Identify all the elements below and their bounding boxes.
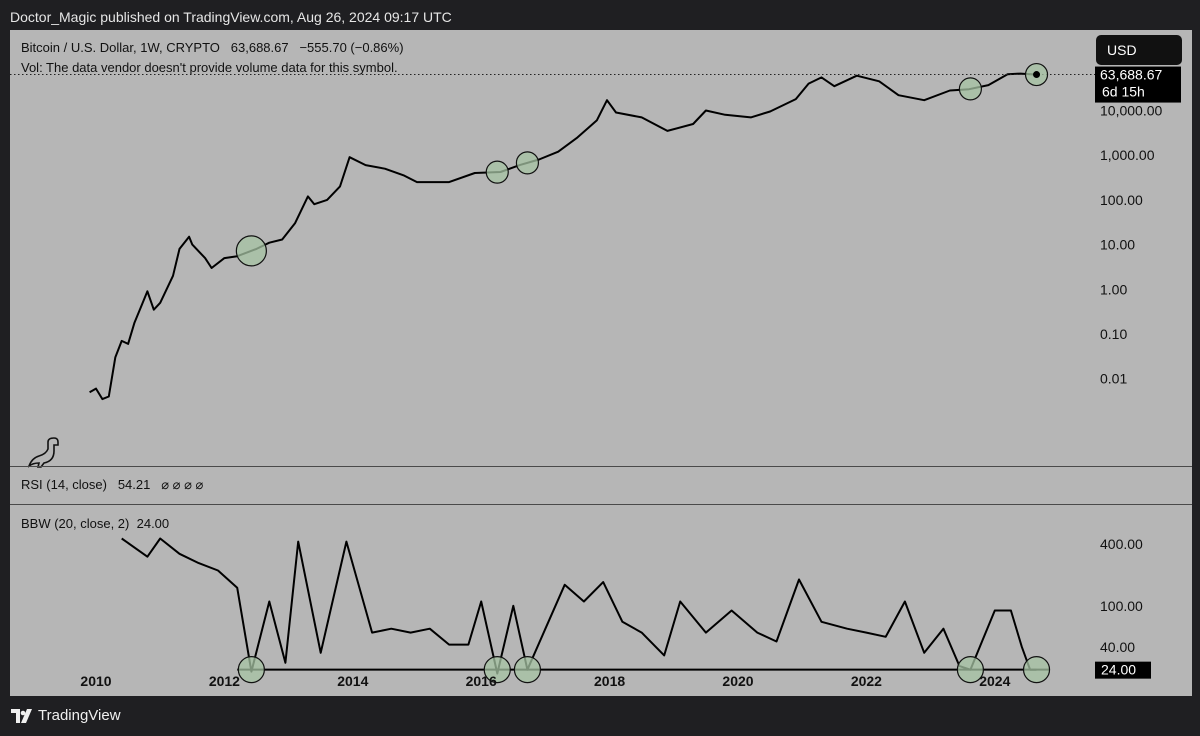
price-axis-label: 100.00	[1100, 192, 1143, 208]
rsi-placeholders: ⌀ ⌀ ⌀ ⌀	[161, 477, 204, 492]
rsi-value: 54.21	[117, 477, 151, 492]
dino-icon	[28, 437, 59, 468]
time-axis-label: 2018	[594, 673, 625, 689]
price-pane	[10, 62, 1095, 401]
price-highlight-circle	[485, 160, 509, 184]
price-highlight-circle	[958, 77, 983, 101]
bbw-series-line	[121, 537, 1037, 675]
pane-divider-bbw[interactable]	[10, 504, 1192, 505]
bbw-highlight-circle	[483, 656, 511, 684]
rsi-legend: RSI (14, close) 54.21 ⌀ ⌀ ⌀ ⌀	[21, 477, 203, 493]
volume-note: Vol: The data vendor doesn't provide vol…	[21, 60, 398, 75]
rsi-label: RSI (14, close)	[21, 477, 107, 492]
price-axis-label: 1.00	[1100, 281, 1127, 297]
bbw-highlight-circle	[956, 656, 985, 684]
bbw-tag-box	[1095, 661, 1151, 679]
price-highlight-circle	[235, 235, 267, 267]
price-axis-label: 0.01	[1100, 371, 1127, 387]
currency-button[interactable]: USD	[1096, 35, 1182, 65]
footer-brand[interactable]: TradingView	[11, 707, 121, 724]
bbw-highlight-circle	[237, 656, 265, 684]
price-tag-box	[1095, 66, 1181, 103]
bbw-axis-label: 100.00	[1100, 598, 1143, 614]
axis-labels: 10,000.00 1,000.00 100.00 10.00 1.00 0.10 0.01…	[80, 66, 1181, 689]
publish-info: Doctor_Magic published on TradingView.co…	[10, 9, 452, 25]
bbw-highlight-circle	[1022, 656, 1051, 684]
price-axis-label: 10,000.00	[1100, 103, 1162, 119]
bbw-pane	[121, 537, 1051, 684]
symbol-title: Bitcoin / U.S. Dollar, 1W, CRYPTO	[21, 40, 220, 55]
chart-panel[interactable]: 10,000.00 1,000.00 100.00 10.00 1.00 0.10 0.01…	[10, 30, 1192, 696]
time-axis-label: 2012	[209, 673, 240, 689]
time-axis-label: 2024	[979, 673, 1010, 689]
price-axis-label: 10.00	[1100, 237, 1135, 253]
last-price-dot	[1033, 71, 1041, 79]
bbw-value: 24.00	[136, 516, 170, 531]
price-axis-label: 1,000.00	[1100, 147, 1155, 163]
tradingview-logo-icon	[11, 708, 32, 723]
price-highlight-circle	[515, 151, 540, 175]
bbw-tag-value: 24.00	[1101, 662, 1136, 678]
time-axis-label: 2022	[851, 673, 882, 689]
price-axis-label: 0.10	[1100, 326, 1127, 342]
bbw-axis-label: 40.00	[1100, 639, 1135, 655]
last-price: 63,688.67	[230, 40, 289, 55]
price-tag-value: 63,688.67	[1100, 67, 1162, 83]
bbw-label: BBW (20, close, 2)	[21, 516, 130, 531]
price-change: −555.70 (−0.86%)	[299, 40, 404, 55]
time-axis-label: 2014	[337, 673, 368, 689]
symbol-legend: Bitcoin / U.S. Dollar, 1W, CRYPTO 63,688…	[21, 40, 404, 55]
brand-name: TradingView	[38, 707, 121, 724]
price-series-line	[89, 72, 1037, 401]
time-axis-label: 2016	[466, 673, 497, 689]
bbw-highlight-circle	[513, 656, 542, 684]
bbw-legend: BBW (20, close, 2) 24.00	[21, 516, 169, 531]
time-axis-label: 2010	[80, 673, 111, 689]
chart-svg[interactable]: 10,000.00 1,000.00 100.00 10.00 1.00 0.10 0.01…	[10, 30, 1192, 696]
time-axis-label: 2020	[722, 673, 753, 689]
pane-divider-rsi[interactable]	[10, 466, 1192, 467]
price-tag-countdown: 6d 15h	[1102, 84, 1145, 100]
bbw-axis-label: 400.00	[1100, 536, 1143, 552]
